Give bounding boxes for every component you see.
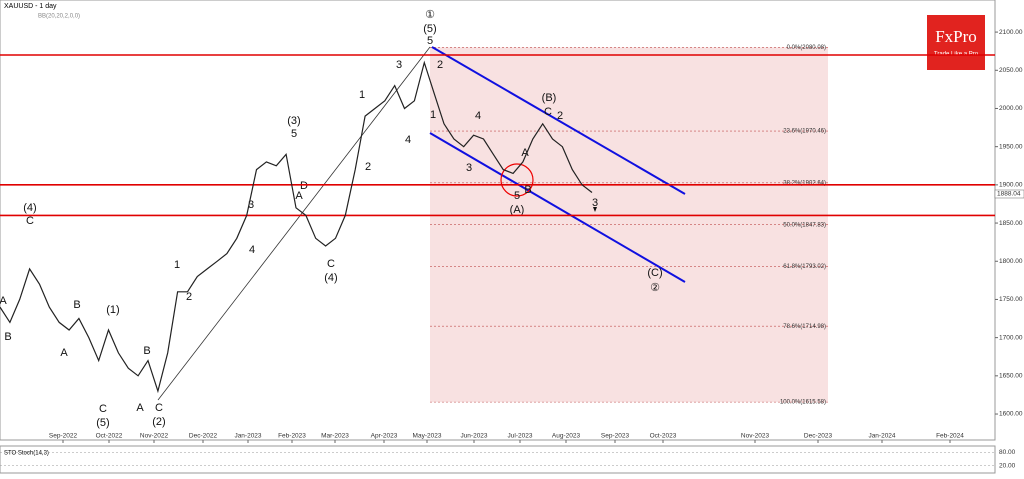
wave-label: (1) — [106, 304, 119, 316]
wave-label: (B) — [542, 92, 557, 104]
x-tick-label: Sep-2022 — [49, 433, 78, 440]
wave-label: (3) — [287, 115, 300, 127]
x-tick-label: Aug-2023 — [552, 433, 581, 440]
x-tick-label: Oct-2023 — [650, 433, 677, 440]
wave-label: C — [26, 215, 34, 227]
wave-label: 4 — [405, 134, 411, 146]
wave-label: C — [99, 403, 107, 415]
wave-label: 5 — [514, 190, 520, 202]
wave-label: A — [136, 402, 144, 414]
arrow — [593, 207, 597, 212]
y-tick-label: 1800.00 — [999, 258, 1023, 265]
y-tick-label: 1650.00 — [999, 373, 1023, 380]
y-tick-label: 2100.00 — [999, 29, 1023, 36]
wave-label: A — [521, 147, 529, 159]
fib-label: 61.8%(1793.02) — [783, 264, 826, 270]
chart-title: XAUUSD - 1 day — [4, 3, 57, 10]
wave-label: (2) — [152, 416, 165, 428]
wave-label: (5) — [423, 23, 436, 35]
fib-label: 0.0%(2080.08) — [787, 45, 826, 51]
y-tick-label: 1950.00 — [999, 143, 1023, 150]
stoch-tick-label: 20.00 — [999, 462, 1016, 469]
x-tick-label: Oct-2022 — [96, 433, 123, 440]
channel-upper — [431, 46, 686, 195]
wave-label: C — [155, 402, 163, 414]
wave-label: 1 — [174, 259, 180, 271]
price-tag-label: 1888.04 — [997, 191, 1021, 198]
price-line — [0, 60, 593, 394]
x-tick-label: Mar-2023 — [321, 433, 349, 440]
y-tick-label: 1850.00 — [999, 220, 1023, 227]
x-tick-label: Feb-2024 — [936, 433, 964, 440]
wave-label: 3 — [248, 199, 254, 211]
x-tick-label: Dec-2022 — [189, 433, 218, 440]
wave-label: 3 — [396, 59, 402, 71]
wave-label: 2 — [557, 110, 563, 122]
highlight-circle — [500, 163, 534, 197]
price-tag — [994, 189, 1024, 199]
wave-label: ② — [650, 282, 660, 294]
wave-label: A — [60, 347, 68, 359]
wave-label: 2 — [365, 161, 371, 173]
wave-label: A — [295, 190, 303, 202]
fib-label: 23.6%(1970.46) — [783, 129, 826, 135]
x-tick-label: Nov-2023 — [741, 433, 770, 440]
x-tick-label: Sep-2023 — [601, 433, 630, 440]
wave-label: 1 — [430, 109, 436, 121]
fib-zone — [430, 47, 828, 403]
wave-label: (A) — [510, 204, 525, 216]
wave-label: 2 — [437, 59, 443, 71]
x-tick-label: Feb-2023 — [278, 433, 306, 440]
y-tick-label: 1900.00 — [999, 182, 1023, 189]
x-tick-label: Nov-2022 — [140, 433, 169, 440]
x-tick-label: Dec-2023 — [804, 433, 833, 440]
wave-label: C — [327, 258, 335, 270]
wave-label: B — [4, 331, 11, 343]
wave-label: (4) — [23, 202, 36, 214]
wave-label: 5 — [291, 128, 297, 140]
y-tick-label: 2050.00 — [999, 67, 1023, 74]
wave-label: 3 — [592, 197, 598, 209]
wave-label: 4 — [249, 244, 255, 256]
wave-label: (4) — [324, 272, 337, 284]
x-tick-label: Jan-2024 — [868, 433, 895, 440]
wave-label: 4 — [475, 110, 481, 122]
chart-subtitle: BB(20,20,2,0,0) — [38, 14, 80, 20]
wave-label: B — [143, 345, 150, 357]
y-tick-label: 1750.00 — [999, 296, 1023, 303]
logo — [927, 15, 985, 70]
y-tick-label: 1600.00 — [999, 411, 1023, 418]
wave-label: B — [73, 299, 80, 311]
wave-label: 5 — [427, 35, 433, 47]
logo-text: FxPro — [935, 27, 977, 46]
wave-label: B — [524, 184, 531, 196]
x-tick-label: Jan-2023 — [234, 433, 261, 440]
wave-label: ① — [425, 9, 435, 21]
stoch-label: STO Stoch(14,3) — [4, 451, 49, 457]
x-tick-label: Jun-2023 — [460, 433, 487, 440]
wave-label: A — [0, 295, 7, 307]
x-tick-label: May-2023 — [413, 433, 442, 440]
fib-label: 100.0%(1615.58) — [780, 400, 826, 406]
wave-label: C — [544, 106, 552, 118]
wave-label: (C) — [647, 267, 662, 279]
y-tick-label: 1700.00 — [999, 334, 1023, 341]
fib-label: 38.2%(1902.64) — [783, 180, 826, 186]
channel-lower — [429, 132, 686, 283]
wave-label: 2 — [186, 291, 192, 303]
wave-label: 3 — [466, 162, 472, 174]
wave-label: D — [300, 180, 308, 192]
x-tick-label: Apr-2023 — [371, 433, 398, 440]
fib-label: 50.0%(1847.83) — [783, 222, 826, 228]
stoch-panel — [0, 445, 996, 474]
stoch-tick-label: 80.00 — [999, 449, 1016, 456]
fib-label: 78.6%(1714.98) — [783, 324, 826, 330]
y-tick-label: 2000.00 — [999, 105, 1023, 112]
trend-line — [157, 46, 431, 401]
wave-label: (5) — [96, 417, 109, 429]
wave-label: 1 — [359, 89, 365, 101]
x-tick-label: Jul-2023 — [508, 433, 533, 440]
